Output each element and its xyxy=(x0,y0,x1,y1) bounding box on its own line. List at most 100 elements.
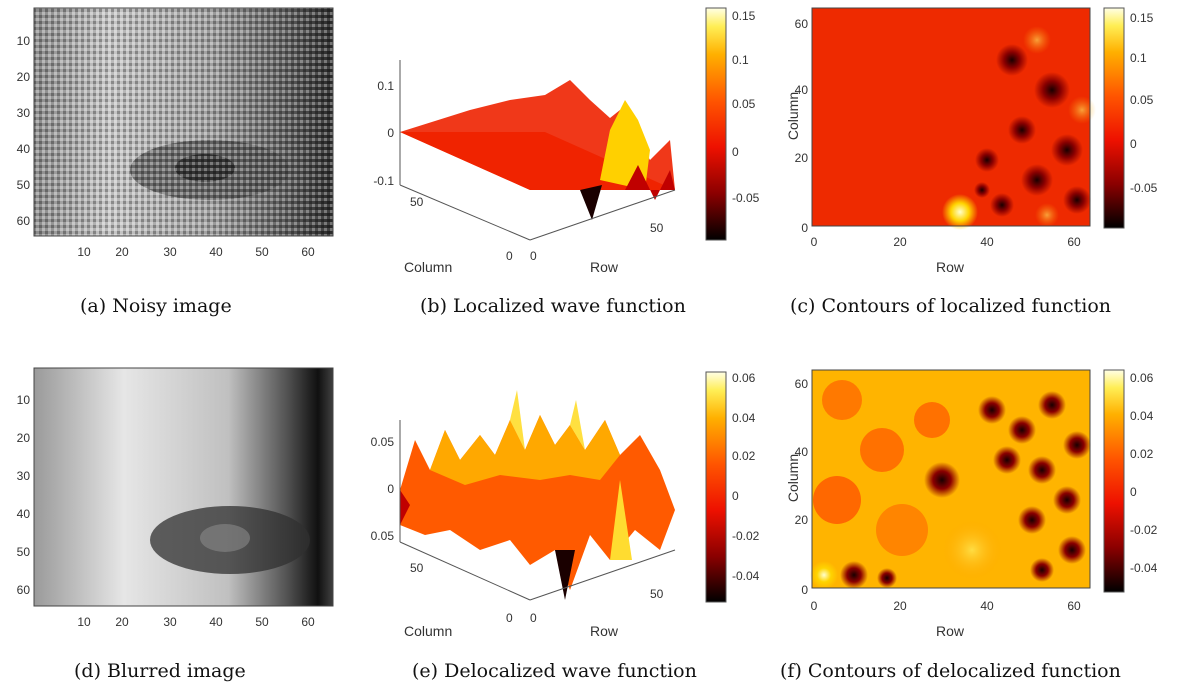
localized-contour-plot: 60 40 20 0 0 20 40 60 Row Column 0.15 0.… xyxy=(785,7,1158,275)
colorbar-tick: 0 xyxy=(1130,485,1137,499)
xtick-label: 50 xyxy=(255,615,269,629)
xtick-label: 10 xyxy=(77,245,91,259)
surface-trough xyxy=(555,550,575,600)
xtick-label: 20 xyxy=(115,615,129,629)
colorbar-tick: 0.05 xyxy=(1130,93,1154,107)
ytick-label: 10 xyxy=(17,34,31,48)
caption-a: (a) Noisy image xyxy=(80,295,232,317)
colorbar-tick: 0.15 xyxy=(1130,11,1154,25)
xtick-label: 60 xyxy=(301,615,315,629)
colorbar-tick: 0.04 xyxy=(732,411,756,425)
row-tick: 50 xyxy=(650,587,664,601)
colorbar-tick: 0 xyxy=(732,489,739,503)
caption-f: (f) Contours of delocalized function xyxy=(780,660,1121,682)
colorbar-tick: 0.1 xyxy=(1130,51,1147,65)
xtick-label: 0 xyxy=(811,235,818,249)
xtick-label: 50 xyxy=(255,245,269,259)
ytick-label: 20 xyxy=(795,513,809,527)
ytick-label: 50 xyxy=(17,178,31,192)
ytick-label: 60 xyxy=(795,377,809,391)
xtick-label: 40 xyxy=(209,615,223,629)
contour-spots xyxy=(942,26,1096,230)
ytick-label: 40 xyxy=(795,83,809,97)
x-axis-label: Row xyxy=(936,259,965,275)
eye-pupil xyxy=(200,524,250,552)
ytick-label: 40 xyxy=(17,507,31,521)
xtick-label: 20 xyxy=(893,599,907,613)
ytick-label: 40 xyxy=(17,142,31,156)
xtick-label: 30 xyxy=(163,615,177,629)
colorbar-tick: -0.04 xyxy=(732,569,760,583)
colorbar-tick: -0.04 xyxy=(1130,561,1158,575)
colorbar-tick: 0.05 xyxy=(732,97,756,111)
panel-d-blurred-image: 10 20 30 40 50 60 10 20 30 40 50 60 xyxy=(0,360,340,650)
column-tick: 50 xyxy=(410,195,424,209)
colorbar xyxy=(705,371,727,603)
delocalized-contour-plot: 60 40 20 0 0 20 40 60 Row Column 0.06 0.… xyxy=(785,369,1158,639)
column-axis-label: Column xyxy=(404,259,452,275)
y-axis-label: Column xyxy=(785,454,801,502)
panel-e-delocalized-wave: 0.05 0 -0.05 50 0 0 50 Column Row 0.06 0… xyxy=(367,360,770,650)
ytick-label: 0 xyxy=(801,583,808,597)
caption-c: (c) Contours of localized function xyxy=(790,295,1112,317)
ytick-label: 10 xyxy=(17,393,31,407)
colorbar xyxy=(705,7,727,241)
panel-a-noisy-image: 10 20 30 40 50 60 10 20 30 40 50 60 xyxy=(0,0,340,290)
colorbar-tick: 0 xyxy=(732,145,739,159)
panel-f-delocalized-contour: 60 40 20 0 0 20 40 60 Row Column 0.06 0.… xyxy=(782,360,1182,650)
colorbar-tick: -0.02 xyxy=(732,529,760,543)
surface-peak xyxy=(610,480,632,560)
x-axis-label: Row xyxy=(936,623,965,639)
ytick-label: 0 xyxy=(801,221,808,235)
row-tick: 0 xyxy=(530,249,537,263)
surface-trough xyxy=(580,185,602,220)
row-tick: 50 xyxy=(650,221,664,235)
xtick-label: 40 xyxy=(209,245,223,259)
column-tick: 50 xyxy=(410,561,424,575)
colorbar-tick: -0.05 xyxy=(732,191,760,205)
xtick-label: 20 xyxy=(893,235,907,249)
column-axis-label: Column xyxy=(404,623,452,639)
ytick-label: 20 xyxy=(795,151,809,165)
ztick-label: -0.1 xyxy=(373,174,394,188)
ztick-label: 0.05 xyxy=(371,435,395,449)
localized-surface-plot: 0.1 0 -0.1 50 0 0 50 Column Row 0.15 0.1… xyxy=(373,7,760,275)
colorbar xyxy=(1103,7,1125,229)
panel-b-localized-wave: 0.1 0 -0.1 50 0 0 50 Column Row 0.15 0.1… xyxy=(370,0,770,290)
ytick-label: 20 xyxy=(17,70,31,84)
colorbar-tick: 0 xyxy=(1130,137,1137,151)
ztick-label: 0 xyxy=(387,126,394,140)
xtick-label: 10 xyxy=(77,615,91,629)
ytick-label: 30 xyxy=(17,469,31,483)
panel-c-localized-contour: 60 40 20 0 0 20 40 60 Row Column 0.15 0.… xyxy=(782,0,1182,290)
xtick-label: 60 xyxy=(301,245,315,259)
column-tick: 0 xyxy=(506,249,513,263)
y-axis-label: Column xyxy=(785,92,801,140)
ytick-label: 20 xyxy=(17,431,31,445)
xtick-label: 40 xyxy=(980,235,994,249)
ytick-label: 60 xyxy=(17,214,31,228)
caption-b: (b) Localized wave function xyxy=(420,295,686,317)
xtick-label: 60 xyxy=(1067,599,1081,613)
colorbar-tick: 0.06 xyxy=(732,371,756,385)
row-tick: 0 xyxy=(530,611,537,625)
column-tick: 0 xyxy=(506,611,513,625)
blurred-image-area xyxy=(34,368,333,606)
colorbar-tick: 0.04 xyxy=(1130,409,1154,423)
blurred-image-plot: 10 20 30 40 50 60 10 20 30 40 50 60 xyxy=(17,367,334,629)
xtick-label: 20 xyxy=(115,245,129,259)
ytick-label: 50 xyxy=(17,545,31,559)
ytick-label: 60 xyxy=(795,17,809,31)
contour-spots xyxy=(810,380,1091,589)
delocalized-surface-plot: 0.05 0 -0.05 50 0 0 50 Column Row 0.06 0… xyxy=(367,371,760,639)
ztick-label: 0.1 xyxy=(377,79,394,93)
caption-e: (e) Delocalized wave function xyxy=(412,660,697,682)
colorbar-tick: 0.1 xyxy=(732,53,749,67)
ytick-label: 60 xyxy=(17,583,31,597)
xtick-label: 0 xyxy=(811,599,818,613)
xtick-label: 40 xyxy=(980,599,994,613)
ztick-label: -0.05 xyxy=(370,529,394,543)
xtick-label: 60 xyxy=(1067,235,1081,249)
ytick-label: 30 xyxy=(17,106,31,120)
colorbar-tick: 0.06 xyxy=(1130,371,1154,385)
